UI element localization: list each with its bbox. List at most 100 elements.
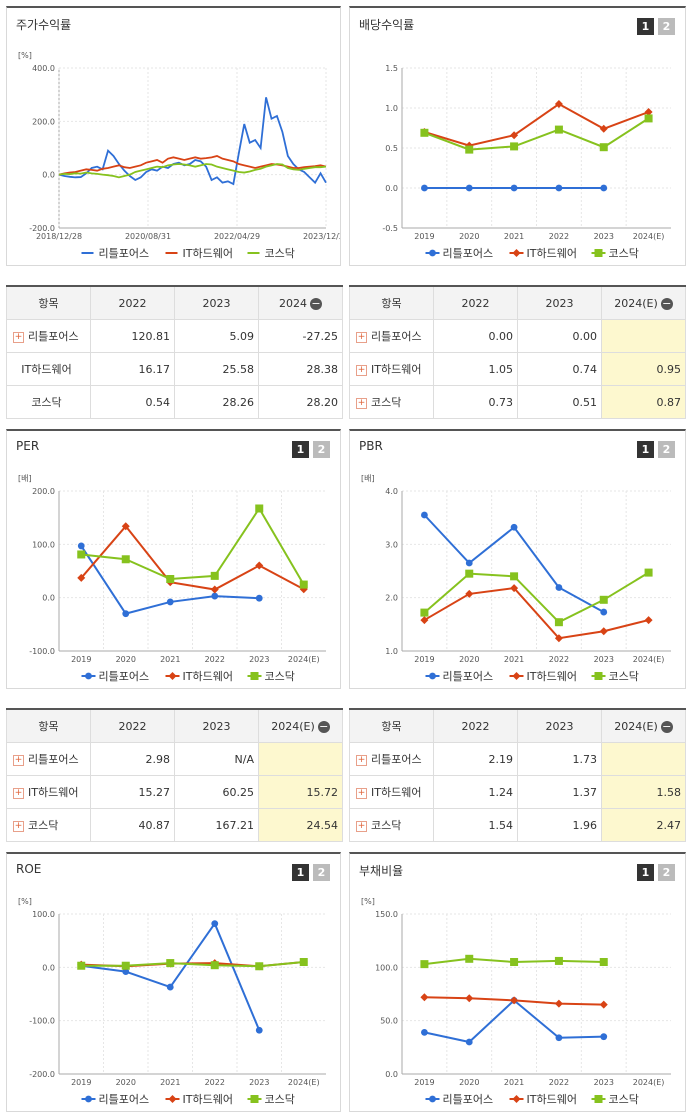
table-header: 2024(E) − <box>601 285 686 320</box>
data-point <box>210 585 219 594</box>
x-tick-label: 2021 <box>504 1078 524 1087</box>
data-point <box>211 592 219 600</box>
table-row: + 리틀포어스 120.81 5.09 -27.25 <box>6 319 343 353</box>
row-label: + IT하드웨어 <box>6 775 91 809</box>
collapse-icon[interactable]: − <box>660 296 673 310</box>
y-tick-label: 0.0 <box>42 594 55 603</box>
y-tick-label: 200.0 <box>32 117 55 126</box>
table-cell: 1.05 <box>433 352 518 386</box>
x-tick-label: 2021 <box>504 655 524 664</box>
table-header-row: 항목 2022 2023 2024(E) − <box>6 708 343 743</box>
view-2-button[interactable]: 2 <box>658 864 675 881</box>
table-cell <box>601 319 686 353</box>
data-point <box>465 954 474 963</box>
legend-label: 코스닥 <box>609 670 639 683</box>
table-cell: 0.00 <box>433 319 518 353</box>
data-point <box>554 125 563 134</box>
expand-icon[interactable]: + <box>356 820 367 832</box>
view-2-button[interactable]: 2 <box>313 864 330 881</box>
data-point <box>250 672 259 680</box>
series-line <box>424 102 649 147</box>
y-tick-label: 0.0 <box>42 171 55 180</box>
table-cell: 28.20 <box>258 385 343 419</box>
data-point <box>600 184 608 192</box>
series-line <box>424 117 650 151</box>
table-cell: 5.09 <box>174 319 259 353</box>
table-row: + 코스닥 40.87 167.21 24.54 <box>6 808 343 842</box>
y-tick-label: 100.0 <box>32 540 55 549</box>
table-cell: 167.21 <box>174 808 259 842</box>
legend-label: 코스닥 <box>609 1093 639 1106</box>
row-label: + 리틀포어스 <box>349 742 434 776</box>
view-2-button[interactable]: 2 <box>658 441 675 458</box>
y-tick-label: 0.0 <box>385 184 398 193</box>
data-point <box>421 1029 428 1036</box>
table-header: 2022 <box>90 285 175 320</box>
expand-icon[interactable]: + <box>13 787 24 799</box>
dividend-yield-table: 항목 2022 2023 2024(E) − + 리틀포어스 0.00 0.00 + IT하드웨어 1… <box>349 285 686 419</box>
data-point <box>510 523 518 531</box>
table-row: + IT하드웨어 1.24 1.37 1.58 <box>349 775 686 809</box>
table-cell: 15.72 <box>258 775 343 809</box>
y-tick-label: 0.0 <box>42 963 55 972</box>
table-header: 항목 <box>349 708 434 743</box>
data-point <box>210 571 219 580</box>
data-point <box>77 961 86 970</box>
view-1-button[interactable]: 1 <box>637 18 654 35</box>
expand-icon[interactable]: + <box>356 754 367 766</box>
y-unit-label: [배] <box>18 474 32 483</box>
view-1-button[interactable]: 1 <box>637 864 654 881</box>
table-header: 2023 <box>517 285 602 320</box>
view-2-button[interactable]: 2 <box>658 18 675 35</box>
table-row: + IT하드웨어 1.05 0.74 0.95 <box>349 352 686 386</box>
expand-icon[interactable]: + <box>356 364 367 376</box>
table-header: 2023 <box>174 708 259 743</box>
data-point <box>85 1095 92 1103</box>
expand-icon[interactable]: + <box>356 397 367 409</box>
data-point <box>554 999 563 1008</box>
collapse-icon[interactable]: − <box>317 719 330 733</box>
expand-icon[interactable]: + <box>356 787 367 799</box>
legend-label: 리틀포어스 <box>443 247 494 260</box>
legend-label: 코스닥 <box>609 247 639 260</box>
view-2-button[interactable]: 2 <box>313 441 330 458</box>
expand-icon[interactable]: + <box>13 331 24 343</box>
data-point <box>594 249 603 257</box>
data-point <box>465 569 474 578</box>
table-cell: 0.74 <box>517 352 602 386</box>
collapse-icon[interactable]: − <box>660 719 673 733</box>
view-1-button[interactable]: 1 <box>292 864 309 881</box>
data-point <box>510 996 519 1005</box>
table-header: 2022 <box>433 285 518 320</box>
dividend-yield-chart: 1.5 1.0 0.5 0.0 -0.5 2019 2020 2021 2022 2023 2024… <box>382 64 671 260</box>
x-tick-label: 2022 <box>205 1078 225 1087</box>
data-point <box>554 100 563 108</box>
expand-icon[interactable]: + <box>13 754 24 766</box>
y-tick-label: 1.5 <box>385 64 398 73</box>
data-point <box>510 184 518 192</box>
expand-icon[interactable]: + <box>13 820 24 832</box>
y-tick-label: 50.0 <box>380 1017 398 1026</box>
data-point <box>168 1095 177 1103</box>
panel-title: PER <box>16 439 40 453</box>
table-cell: 40.87 <box>90 808 175 842</box>
view-1-button[interactable]: 1 <box>637 441 654 458</box>
stock-return-table: 항목 2022 2023 2024− + 리틀포어스 120.81 5.09 -27.25 IT하… <box>6 285 343 419</box>
table-cell: 120.81 <box>90 319 175 353</box>
row-label: + IT하드웨어 <box>349 775 434 809</box>
data-point <box>555 184 563 192</box>
collapse-icon[interactable]: − <box>310 296 322 310</box>
expand-icon[interactable]: + <box>356 331 367 343</box>
data-point <box>77 542 85 550</box>
table-cell: 16.17 <box>90 352 175 386</box>
table-cell: 2.47 <box>601 808 686 842</box>
view-1-button[interactable]: 1 <box>292 441 309 458</box>
y-tick-label: 100.0 <box>375 963 398 972</box>
row-label: + 리틀포어스 <box>6 742 91 776</box>
row-label: + 코스닥 <box>6 808 91 842</box>
table-row: + IT하드웨어 15.27 60.25 15.72 <box>6 775 343 809</box>
data-point <box>510 584 519 593</box>
data-point <box>85 672 92 680</box>
